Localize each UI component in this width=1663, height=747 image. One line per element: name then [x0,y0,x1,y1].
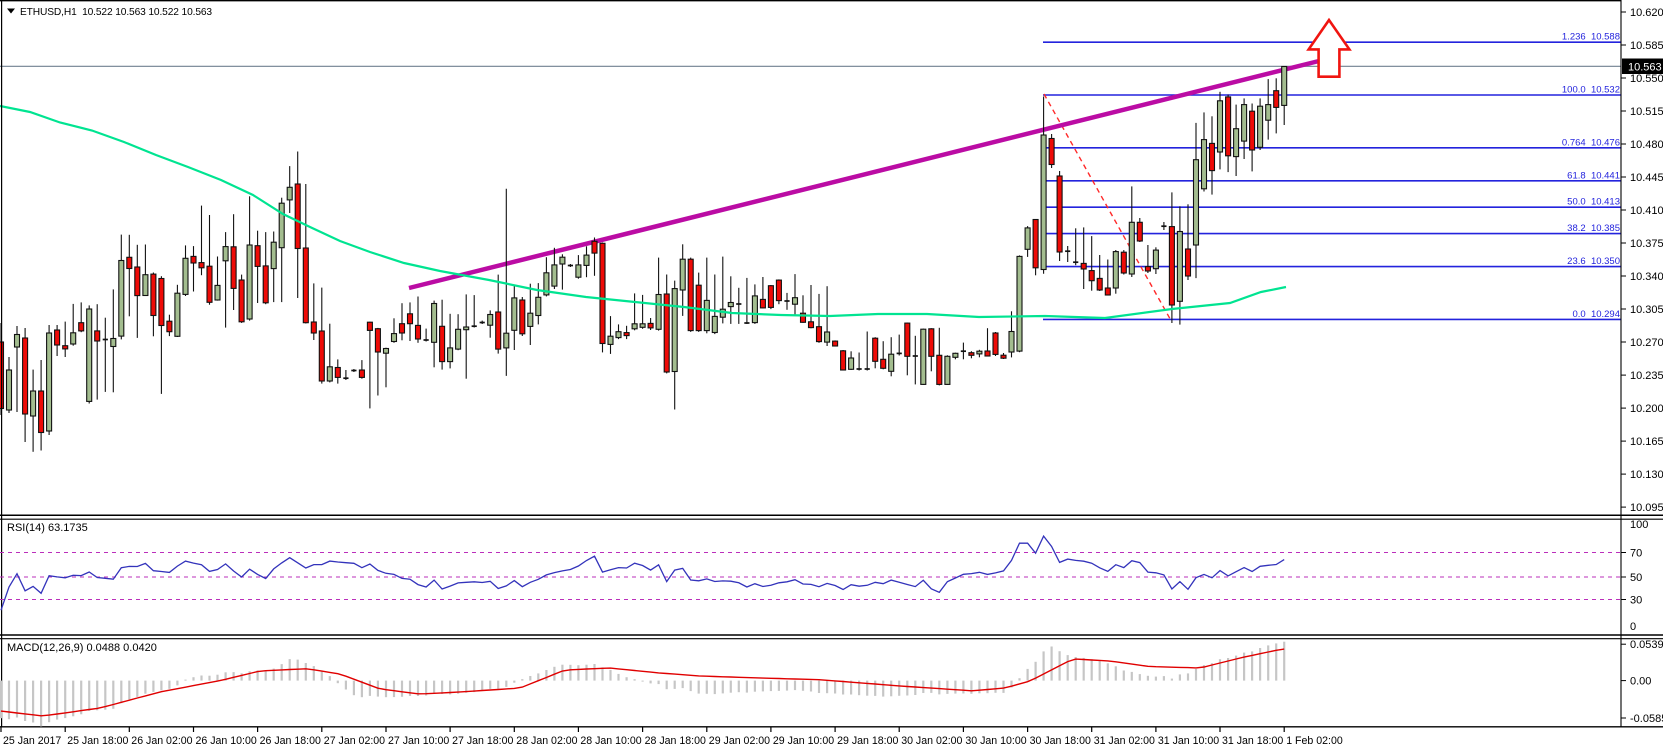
svg-text:50.0 10.413: 50.0 10.413 [1567,197,1620,208]
svg-text:10.410: 10.410 [1630,205,1663,217]
svg-text:25 Jan 18:00: 25 Jan 18:00 [67,735,128,747]
svg-text:28 Jan 18:00: 28 Jan 18:00 [645,735,706,747]
svg-text:27 Jan 10:00: 27 Jan 10:00 [388,735,449,747]
svg-text:10.130: 10.130 [1630,469,1663,481]
svg-text:30: 30 [1630,595,1642,607]
svg-text:70: 70 [1630,548,1642,560]
svg-text:10.585: 10.585 [1630,40,1663,52]
svg-text:61.8 10.441: 61.8 10.441 [1567,170,1620,181]
svg-text:26 Jan 10:00: 26 Jan 10:00 [196,735,257,747]
svg-text:27 Jan 18:00: 27 Jan 18:00 [452,735,513,747]
svg-text:10.270: 10.270 [1630,337,1663,349]
svg-text:10.305: 10.305 [1630,304,1663,316]
svg-text:10.620: 10.620 [1630,7,1663,19]
svg-text:1 Feb 02:00: 1 Feb 02:00 [1286,735,1343,747]
svg-text:10.550: 10.550 [1630,73,1663,85]
svg-text:-0.0585: -0.0585 [1630,713,1663,725]
svg-text:50: 50 [1630,572,1642,584]
svg-text:0.0539: 0.0539 [1630,639,1663,651]
svg-text:26 Jan 02:00: 26 Jan 02:00 [131,735,192,747]
svg-text:23.6 10.350: 23.6 10.350 [1567,256,1620,267]
svg-text:31 Jan 18:00: 31 Jan 18:00 [1222,735,1283,747]
svg-text:10.095: 10.095 [1630,502,1663,514]
svg-text:10.340: 10.340 [1630,271,1663,283]
svg-text:38.2 10.385: 38.2 10.385 [1567,223,1620,234]
svg-text:100: 100 [1630,519,1648,531]
svg-text:MACD(12,26,9) 0.0488 0.0420: MACD(12,26,9) 0.0488 0.0420 [7,642,157,654]
svg-text:0.764 10.476: 0.764 10.476 [1562,137,1620,148]
svg-text:10.563: 10.563 [1628,62,1662,74]
svg-text:28 Jan 10:00: 28 Jan 10:00 [580,735,641,747]
svg-text:29 Jan 02:00: 29 Jan 02:00 [709,735,770,747]
svg-text:0: 0 [1630,621,1636,633]
svg-text:31 Jan 10:00: 31 Jan 10:00 [1158,735,1219,747]
svg-text:29 Jan 18:00: 29 Jan 18:00 [837,735,898,747]
svg-text:26 Jan 18:00: 26 Jan 18:00 [260,735,321,747]
svg-text:10.480: 10.480 [1630,139,1663,151]
svg-text:10.375: 10.375 [1630,238,1663,250]
svg-text:100.0 10.532: 100.0 10.532 [1562,85,1620,96]
svg-text:25 Jan 2017: 25 Jan 2017 [3,735,61,747]
svg-text:10.515: 10.515 [1630,106,1663,118]
svg-text:29 Jan 10:00: 29 Jan 10:00 [773,735,834,747]
svg-text:10.200: 10.200 [1630,403,1663,415]
svg-text:10.235: 10.235 [1630,370,1663,382]
svg-text:1.236 10.588: 1.236 10.588 [1562,32,1620,43]
svg-text:30 Jan 10:00: 30 Jan 10:00 [965,735,1026,747]
svg-text:0.00: 0.00 [1630,676,1651,688]
svg-text:30 Jan 18:00: 30 Jan 18:00 [1030,735,1091,747]
svg-text:30 Jan 02:00: 30 Jan 02:00 [901,735,962,747]
svg-text:31 Jan 02:00: 31 Jan 02:00 [1094,735,1155,747]
svg-text:RSI(14) 63.1735: RSI(14) 63.1735 [7,522,88,534]
svg-text:10.445: 10.445 [1630,172,1663,184]
svg-text:28 Jan 02:00: 28 Jan 02:00 [516,735,577,747]
svg-text:ETHUSD,H1 10.522 10.563 10.52: ETHUSD,H1 10.522 10.563 10.522 10.563 [20,7,212,18]
svg-text:10.165: 10.165 [1630,436,1663,448]
svg-text:27 Jan 02:00: 27 Jan 02:00 [324,735,385,747]
svg-text:0.0 10.294: 0.0 10.294 [1572,309,1620,320]
